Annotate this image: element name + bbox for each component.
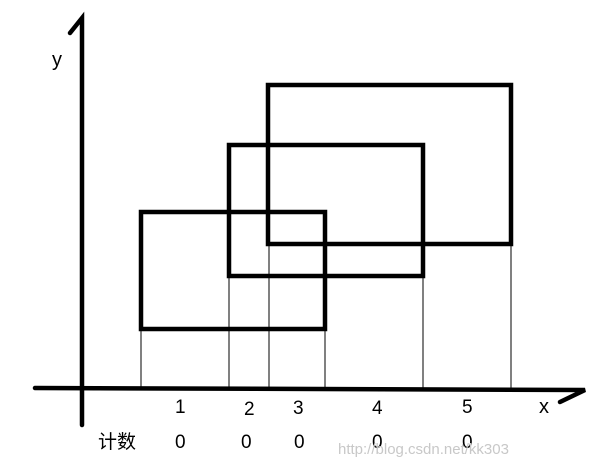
rectangle-left bbox=[138, 209, 328, 332]
rectangle-middle bbox=[226, 142, 426, 279]
rectangle-right bbox=[265, 82, 514, 247]
x-axis-line bbox=[32, 385, 586, 405]
rectangles bbox=[138, 82, 514, 332]
count-value-4: 0 bbox=[372, 432, 383, 453]
interval-label-5: 5 bbox=[462, 397, 473, 418]
interval-label-4: 4 bbox=[372, 398, 383, 419]
count-value-1: 0 bbox=[175, 432, 186, 453]
watermark-text: http://blog.csdn.net/kk303 bbox=[338, 441, 509, 458]
count-value-3: 0 bbox=[294, 432, 305, 453]
count-value-2: 0 bbox=[241, 432, 252, 453]
interval-label-2: 2 bbox=[244, 399, 255, 420]
count-row-label: 计数 bbox=[98, 431, 136, 453]
interval-labels: 1 2 3 4 5 bbox=[175, 397, 473, 420]
projection-lines bbox=[140, 244, 512, 389]
interval-label-3: 3 bbox=[293, 398, 304, 419]
count-value-5: 0 bbox=[462, 432, 473, 453]
x-axis-label: x bbox=[539, 396, 549, 418]
interval-label-1: 1 bbox=[175, 397, 186, 418]
axes bbox=[32, 11, 586, 428]
y-axis-line bbox=[67, 11, 85, 428]
count-values: 0 0 0 0 0 bbox=[175, 432, 473, 453]
y-axis-label: y bbox=[52, 49, 62, 71]
